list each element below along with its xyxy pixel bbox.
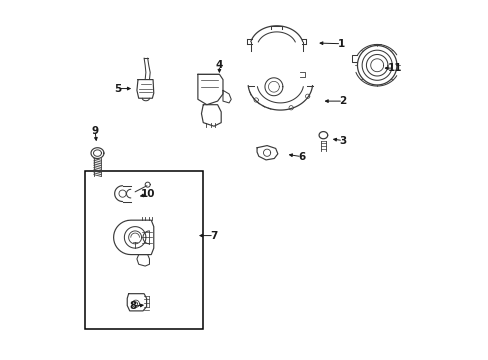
Text: 6: 6 <box>298 152 305 162</box>
Text: 4: 4 <box>215 60 223 70</box>
Text: 1: 1 <box>337 39 344 49</box>
Text: 2: 2 <box>339 96 346 106</box>
Text: 5: 5 <box>114 84 122 94</box>
Text: 9: 9 <box>91 126 98 135</box>
Text: 8: 8 <box>129 301 136 311</box>
Text: 11: 11 <box>387 63 402 73</box>
Bar <box>85 171 203 329</box>
Text: 3: 3 <box>339 136 346 145</box>
Text: 7: 7 <box>210 231 217 240</box>
Text: 10: 10 <box>141 189 155 199</box>
